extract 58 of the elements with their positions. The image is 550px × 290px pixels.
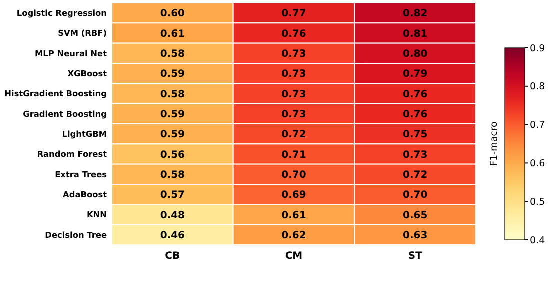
data-label: 0.82 [402,8,428,20]
data-label: 0.73 [282,89,306,100]
data-label: 0.63 [402,230,428,242]
data-label: 0.71 [282,150,306,161]
data-label: 0.57 [160,190,186,202]
data-label: 0.60 [160,8,186,20]
data-label: 0.72 [402,170,428,181]
color-bar-label: 0.5 [530,196,546,208]
x-tick-label: CB [165,251,180,262]
color-bar-title: F1-macro [489,121,500,166]
y-tick-label: Logistic Regression [16,8,108,18]
y-tick-label: Gradient Boosting [23,108,108,119]
y-tick-label: HistGradient Boosting [4,88,108,99]
color-bar-label: 0.9 [530,43,546,54]
data-label: 0.61 [160,28,186,40]
data-label: 0.58 [160,48,186,60]
data-label: 0.76 [282,28,306,40]
y-tick-label: Random Forest [37,149,108,160]
y-tick-label: LightGBM [62,128,107,139]
data-label: 0.76 [402,89,428,100]
y-tick-label: SVM (RBF) [58,28,108,38]
data-label: 0.70 [282,170,306,181]
data-label: 0.70 [402,190,428,202]
x-tick-label: CM [285,251,303,262]
data-label: 0.73 [282,48,306,60]
y-tick-label: KNN [86,210,108,220]
x-tick-label: ST [408,251,423,262]
color-bar-label: 0.4 [530,235,546,246]
y-tick-label: Extra Trees [55,169,108,180]
color-bar-label: 0.7 [530,120,546,132]
color-bar-label: 0.8 [530,82,546,93]
data-label: 0.79 [402,69,428,80]
y-tick-label: MLP Neural Net [35,48,108,58]
data-label: 0.61 [282,210,306,222]
data-label: 0.48 [160,210,186,222]
data-label: 0.73 [282,69,306,80]
data-label: 0.69 [282,190,306,202]
data-label: 0.65 [402,210,428,222]
data-label: 0.62 [282,230,306,242]
data-label: 0.59 [160,109,186,120]
data-label: 0.75 [402,130,428,141]
y-tick-label: AdaBoost [63,189,108,200]
data-label: 0.81 [402,28,428,40]
data-label: 0.72 [282,130,306,141]
y-tick-label: Decision Tree [45,230,108,240]
data-label: 0.58 [160,89,186,100]
color-bar-label: 0.6 [530,158,546,170]
data-label: 0.58 [160,170,186,181]
data-label: 0.73 [402,150,428,161]
data-label: 0.46 [160,230,186,242]
data-label: 0.77 [282,8,306,20]
data-label: 0.59 [160,69,186,80]
y-tick-label: XGBoost [68,68,108,78]
data-label: 0.59 [160,130,186,141]
data-label: 0.76 [402,109,428,120]
data-label: 0.80 [402,48,428,60]
data-label: 0.56 [160,150,186,161]
data-label: 0.73 [282,109,306,120]
